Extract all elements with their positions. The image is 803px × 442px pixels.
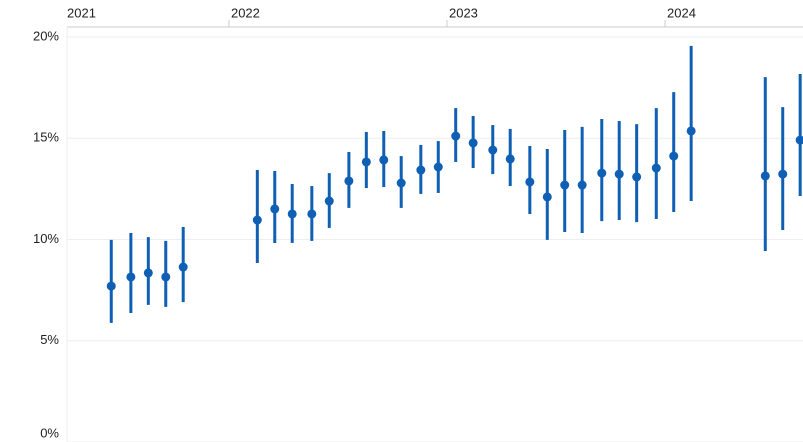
x-tick-label: 2024 bbox=[667, 5, 696, 20]
point bbox=[795, 135, 803, 145]
point bbox=[560, 180, 570, 190]
point bbox=[760, 171, 770, 181]
point bbox=[106, 281, 116, 291]
point bbox=[651, 163, 661, 173]
point bbox=[324, 196, 334, 206]
y-tick-label: 10% bbox=[33, 231, 59, 246]
point bbox=[252, 215, 262, 225]
point bbox=[686, 126, 696, 136]
point bbox=[669, 151, 679, 161]
y-tick-label: 5% bbox=[40, 332, 59, 347]
point bbox=[614, 169, 624, 179]
point bbox=[632, 172, 642, 182]
point bbox=[344, 176, 354, 186]
point bbox=[396, 178, 406, 188]
point bbox=[505, 154, 515, 164]
x-tick-label: 2023 bbox=[449, 5, 478, 20]
point bbox=[778, 169, 788, 179]
point bbox=[597, 168, 607, 178]
y-tick-label: 20% bbox=[33, 28, 59, 43]
point bbox=[577, 180, 587, 190]
point bbox=[287, 209, 297, 219]
y-tick-label: 0% bbox=[40, 425, 59, 440]
point bbox=[488, 145, 498, 155]
point bbox=[468, 138, 478, 148]
point bbox=[307, 209, 317, 219]
y-tick-label: 15% bbox=[33, 130, 59, 145]
point bbox=[416, 165, 426, 175]
x-tick-label: 2022 bbox=[231, 5, 260, 20]
point bbox=[161, 272, 171, 282]
point bbox=[542, 192, 552, 202]
x-tick-label: 2021 bbox=[67, 5, 96, 20]
point bbox=[126, 272, 136, 282]
point bbox=[178, 262, 188, 272]
point bbox=[451, 131, 461, 141]
point bbox=[433, 162, 443, 172]
point bbox=[270, 204, 280, 214]
point bbox=[361, 157, 371, 167]
point bbox=[379, 155, 389, 165]
point bbox=[525, 177, 535, 187]
point bbox=[143, 268, 153, 278]
